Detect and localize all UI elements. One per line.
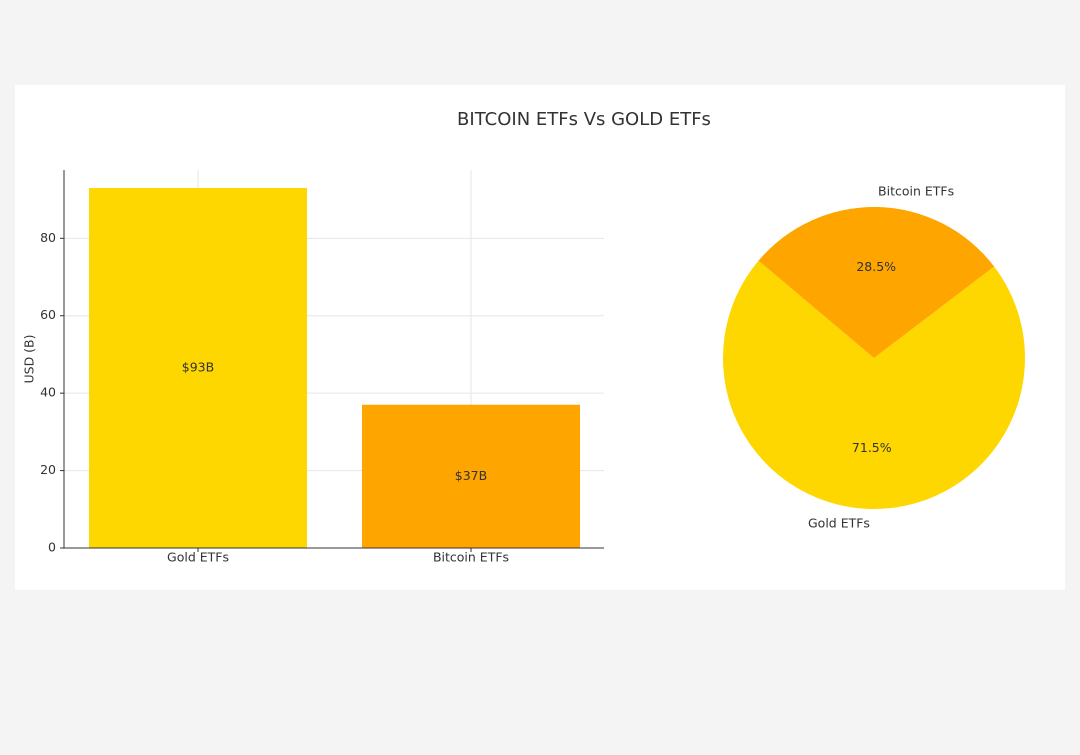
x-tick-label: Bitcoin ETFs [433,550,509,565]
bar-value-label: $37B [455,468,487,483]
bar [362,404,580,548]
y-tick-label: 20 [40,462,56,477]
x-tick-label: Gold ETFs [167,550,229,565]
slice-category-label: Gold ETFs [808,516,870,531]
y-axis-label: USD (B) [22,334,37,383]
chart-title: BITCOIN ETFs Vs GOLD ETFs [457,109,711,130]
y-tick-label: 60 [40,307,56,322]
pie-slice [723,260,1026,509]
slice-value-label: 71.5% [852,440,892,455]
bar-value-label: $93B [182,360,214,375]
y-tick-label: 80 [40,230,56,245]
slice-value-label: 28.5% [856,259,896,274]
y-tick-label: 40 [40,385,56,400]
pie-slice [758,206,995,358]
bar [89,188,307,548]
y-tick-label: 0 [48,540,56,555]
slice-category-label: Bitcoin ETFs [878,183,954,198]
